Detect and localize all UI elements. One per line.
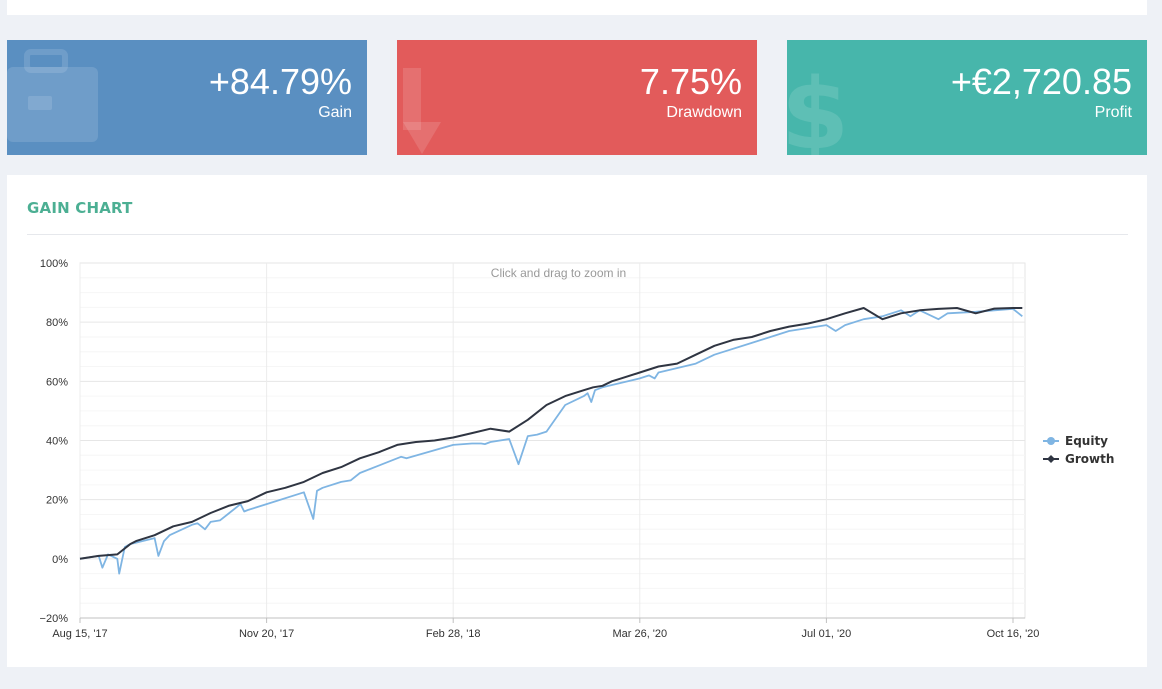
gain-value: +84.79% xyxy=(208,61,352,102)
briefcase-icon xyxy=(7,49,98,142)
x-tick-label: Feb 28, '18 xyxy=(426,628,481,640)
title-divider xyxy=(27,234,1128,235)
dollar-icon: $ xyxy=(787,58,849,155)
x-tick-label: Oct 16, '20 xyxy=(987,628,1040,640)
equity-swatch xyxy=(1043,437,1059,445)
growth-swatch xyxy=(1043,455,1059,463)
svg-text:$: $ xyxy=(787,58,849,155)
drawdown-value: 7.75% xyxy=(639,61,742,102)
x-tick-label: Mar 26, '20 xyxy=(612,628,667,640)
arrow-down-icon xyxy=(403,68,441,154)
gain-chart[interactable]: −20% 0% 20% 40% 60% 80% 100% Aug 15, '17 Nov 20,… xyxy=(7,175,1147,667)
x-tick-label: Nov 20, '17 xyxy=(239,628,294,640)
legend-equity-label: Equity xyxy=(1065,434,1109,448)
profit-label: Profit xyxy=(1094,104,1132,121)
chart-title: GAIN CHART xyxy=(27,199,133,217)
legend-growth-label: Growth xyxy=(1065,452,1115,466)
y-tick-label: −20% xyxy=(40,613,69,625)
legend-growth[interactable]: Growth xyxy=(1043,450,1114,468)
growth-series-line xyxy=(79,307,1023,560)
gain-card: +84.79% Gain xyxy=(7,40,367,155)
drawdown-label: Drawdown xyxy=(666,104,742,121)
y-tick-label: 0% xyxy=(52,554,68,566)
y-tick-label: 40% xyxy=(46,436,68,448)
legend-equity[interactable]: Equity xyxy=(1043,432,1114,450)
x-tick-label: Jul 01, '20 xyxy=(801,628,851,640)
gain-chart-panel: GAIN CHART −20% 0% 20% 40% 60% 80% 100% Aug 15,… xyxy=(7,175,1147,667)
y-tick-label: 20% xyxy=(46,495,68,507)
drawdown-card: 7.75% Drawdown xyxy=(397,40,757,155)
equity-series-line xyxy=(79,307,1023,575)
y-tick-label: 100% xyxy=(40,258,68,270)
profit-value: +€2,720.85 xyxy=(950,61,1132,102)
chart-legend: Equity Growth xyxy=(1043,432,1114,468)
x-tick-label: Aug 15, '17 xyxy=(52,628,107,640)
profit-card: $ +€2,720.85 Profit xyxy=(787,40,1147,155)
top-panel xyxy=(7,0,1147,15)
y-tick-label: 60% xyxy=(46,376,68,388)
zoom-hint: Click and drag to zoom in xyxy=(491,266,626,280)
y-tick-label: 80% xyxy=(46,317,68,329)
gain-label: Gain xyxy=(318,104,352,121)
